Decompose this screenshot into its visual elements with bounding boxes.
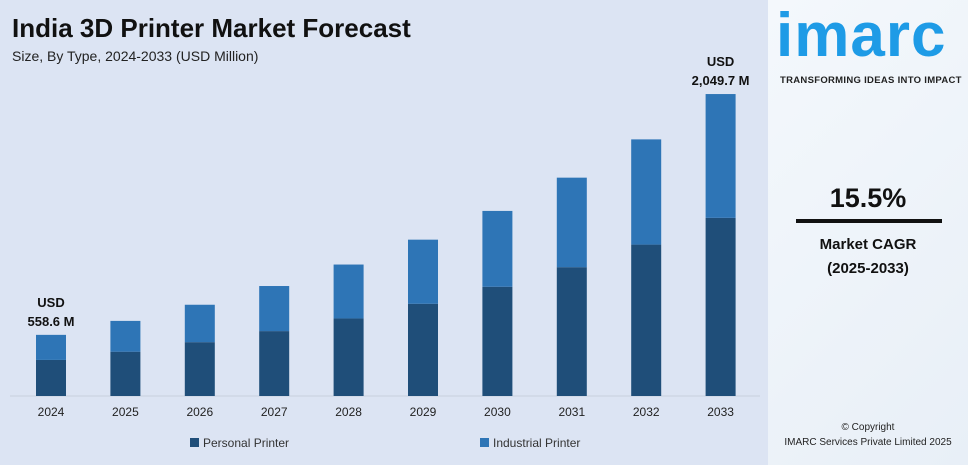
bar-2031-personal xyxy=(556,267,587,396)
bar-2027-personal xyxy=(259,331,290,396)
bar-2030-personal xyxy=(482,286,513,396)
x-tick-label: 2030 xyxy=(484,405,511,419)
bar-2032-personal xyxy=(631,244,662,396)
bar-2033-industrial xyxy=(705,94,736,218)
chart-title: India 3D Printer Market Forecast xyxy=(12,13,411,43)
divider xyxy=(796,219,942,223)
info-panel: imarc TRANSFORMING IDEAS INTO IMPACT 15.… xyxy=(768,0,968,465)
x-tick-label: 2028 xyxy=(335,405,362,419)
data-label: 2,049.7 M xyxy=(692,73,750,88)
bar-2032-industrial xyxy=(631,139,662,245)
bar-2027-industrial xyxy=(259,286,290,332)
x-tick-label: 2025 xyxy=(112,405,139,419)
bar-2025-personal xyxy=(110,351,141,396)
bar-2026-personal xyxy=(184,342,215,396)
legend-swatch xyxy=(480,438,489,447)
copyright-line: © Copyright xyxy=(841,422,895,433)
copyright: © Copyright IMARC Services Private Limite… xyxy=(768,420,968,450)
imarc-logo: imarc xyxy=(776,1,947,70)
bar-2029-personal xyxy=(408,303,438,396)
x-tick-label: 2029 xyxy=(410,405,437,419)
legend-label: Personal Printer xyxy=(203,436,290,450)
legend-industrial-printer: Industrial Printer xyxy=(480,436,580,450)
chart-panel: India 3D Printer Market Forecast Size, B… xyxy=(0,0,768,465)
data-label: USD xyxy=(707,54,734,69)
x-tick-label: 2024 xyxy=(38,405,65,419)
legend-label: Industrial Printer xyxy=(493,436,581,450)
bar-2033-personal xyxy=(705,217,736,396)
bar-2031-industrial xyxy=(556,177,587,268)
bar-chart: 2024 USD 558.6 M 2025 2026 2027 2028 2029 2030 20… xyxy=(10,54,760,419)
copyright-company: IMARC Services Private Limited 2025 xyxy=(784,437,952,448)
data-label: USD xyxy=(37,295,64,310)
bar-2029-industrial xyxy=(408,239,438,304)
tagline: TRANSFORMING IDEAS INTO IMPACT xyxy=(780,75,962,86)
x-tick-label: 2027 xyxy=(261,405,288,419)
bar-2025-industrial xyxy=(110,320,141,352)
legend-swatch xyxy=(190,438,199,447)
bar-2030-industrial xyxy=(482,210,513,287)
bar-2026-industrial xyxy=(184,304,215,343)
chart-subtitle: Size, By Type, 2024-2033 (USD Million) xyxy=(12,48,259,64)
cagr-value: 15.5% xyxy=(829,183,907,213)
bar-2024-industrial xyxy=(36,334,66,360)
x-tick-label: 2033 xyxy=(707,405,734,419)
bar-2024-personal xyxy=(36,359,66,396)
cagr-label: Market CAGR (2025-2033) xyxy=(768,233,968,281)
x-tick-label: 2032 xyxy=(633,405,660,419)
x-tick-label: 2031 xyxy=(558,405,585,419)
bar-2028-personal xyxy=(333,318,364,396)
legend-personal-printer: Personal Printer xyxy=(190,436,289,450)
x-tick-label: 2026 xyxy=(186,405,213,419)
cagr-period: (2025-2033) xyxy=(827,260,909,277)
data-label: 558.6 M xyxy=(28,314,75,329)
bar-2028-industrial xyxy=(333,264,364,319)
cagr-label-text: Market CAGR xyxy=(819,236,917,253)
